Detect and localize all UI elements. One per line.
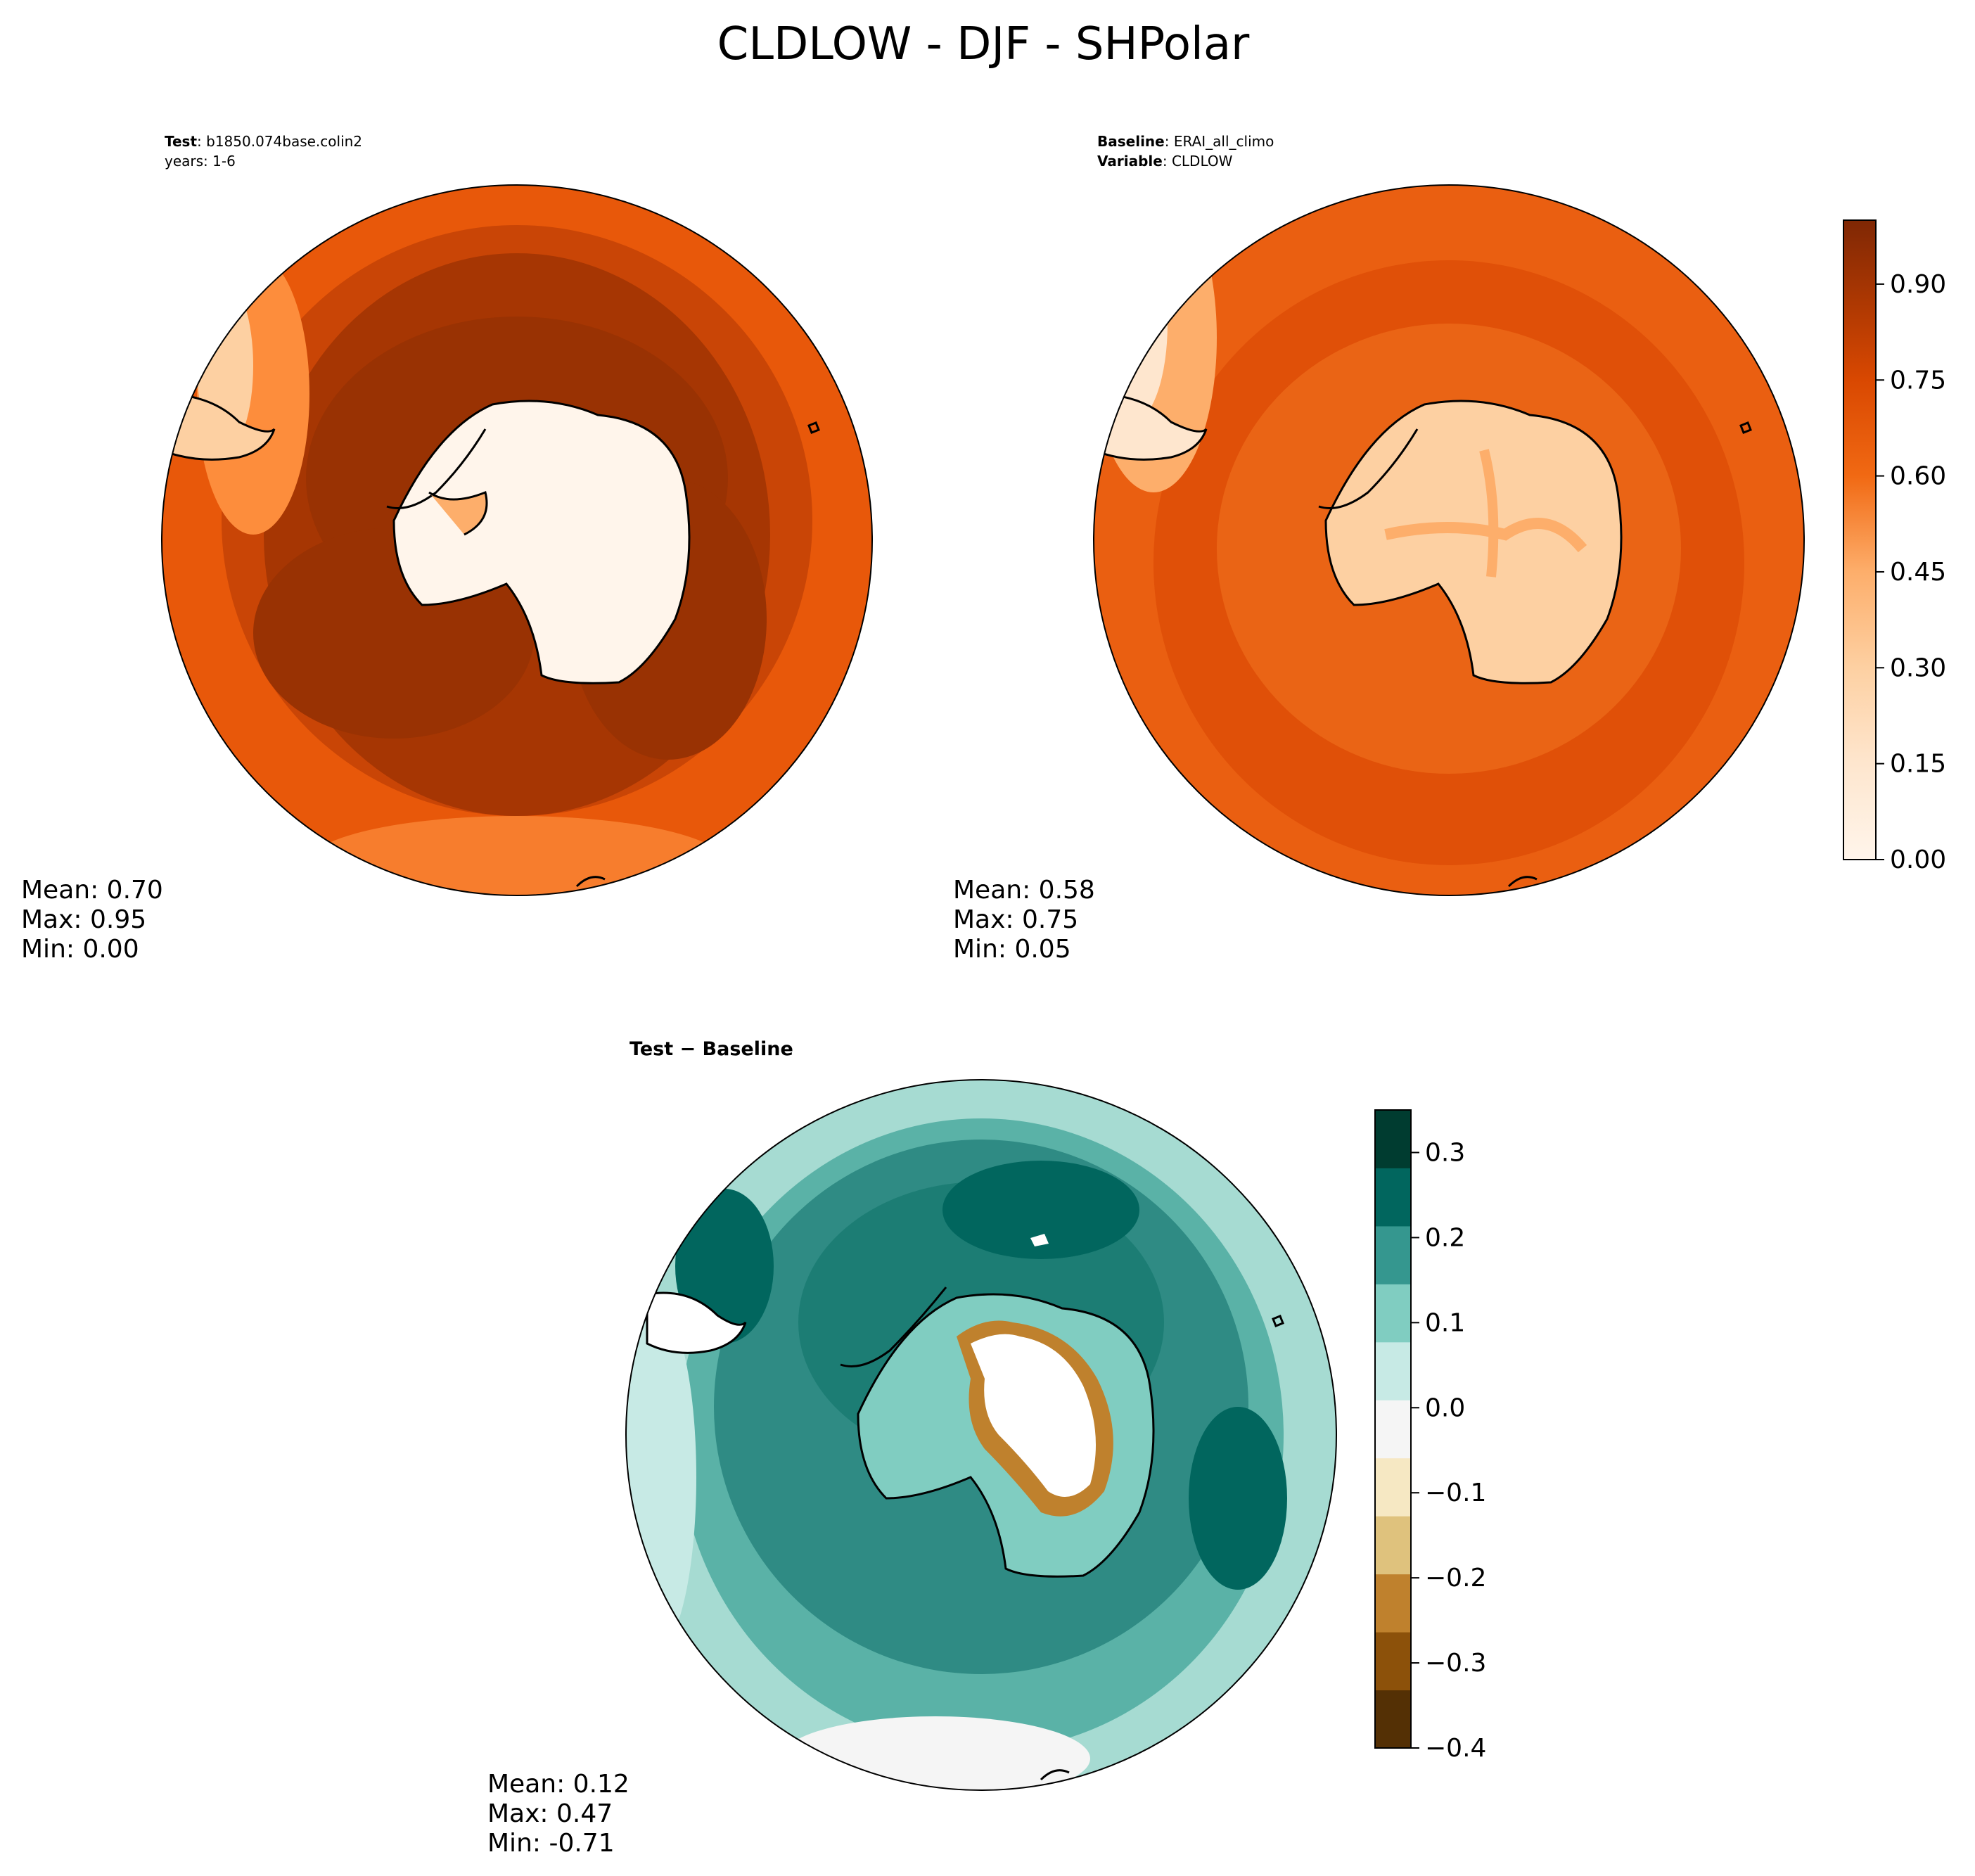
main-colorbar-tick-label: 0.60 <box>1890 462 1946 491</box>
test-stat-mean: Mean: 0.70 <box>21 876 163 905</box>
diff-colorbar-band <box>1375 1284 1411 1343</box>
diff-map <box>626 1080 1336 1790</box>
baseline-header: Baseline: ERAI_all_climo <box>1097 133 1274 150</box>
baseline-stat-max: Max: 0.75 <box>953 905 1078 934</box>
diff-colorbar-bands <box>1375 1110 1411 1749</box>
panel-baseline: Baseline: ERAI_all_climo Variable: CLDLO… <box>953 133 1805 964</box>
baseline-header-value2: CLDLOW <box>1172 153 1233 170</box>
diff-colorbar-band <box>1375 1168 1411 1227</box>
baseline-header-sep: : <box>1165 133 1174 150</box>
diff-colorbar-tick-label: −0.1 <box>1425 1479 1486 1507</box>
diff-colorbar-tick-label: −0.4 <box>1425 1734 1486 1763</box>
diff-colorbar: 0.3 0.2 0.1 0.0 −0.1 −0.2 −0.3 −0.4 <box>1374 1109 1486 1763</box>
main-colorbar-tick-label: 0.90 <box>1890 270 1946 299</box>
baseline-header-value: ERAI_all_climo <box>1174 133 1274 150</box>
diff-colorbar-tick-label: −0.2 <box>1425 1564 1486 1593</box>
main-colorbar-tick-label: 0.00 <box>1890 846 1946 874</box>
baseline-stat-min: Min: 0.05 <box>953 935 1071 964</box>
baseline-header-sep2: : <box>1163 153 1172 170</box>
panel-test: Test: b1850.074base.colin2 years: 1-6 Me… <box>21 133 873 964</box>
diff-colorbar-band <box>1375 1457 1411 1517</box>
diff-colorbar-band <box>1375 1632 1411 1691</box>
baseline-header-variable: Variable: CLDLOW <box>1097 153 1233 170</box>
diff-colorbar-band <box>1375 1400 1411 1459</box>
baseline-stat-mean: Mean: 0.58 <box>953 876 1095 905</box>
diff-colorbar-band <box>1375 1690 1411 1749</box>
test-header: Test: b1850.074base.colin2 <box>165 133 362 150</box>
test-header-value: b1850.074base.colin2 <box>206 133 362 150</box>
diff-stat-max: Max: 0.47 <box>487 1799 613 1828</box>
diff-colorbar-ticks: 0.3 0.2 0.1 0.0 −0.1 −0.2 −0.3 −0.4 <box>1411 1138 1486 1763</box>
test-header-years: years: 1-6 <box>165 153 236 170</box>
figure-title: CLDLOW - DJF - SHPolar <box>717 18 1250 70</box>
diff-stat-mean: Mean: 0.12 <box>487 1770 629 1799</box>
diff-colorbar-band <box>1375 1341 1411 1400</box>
panel-diff: Test − Baseline Mean: 0.12 Max: 0.47 Min… <box>487 1038 1337 1858</box>
diff-colorbar-tick-label: 0.3 <box>1425 1138 1465 1167</box>
diff-colorbar-frame <box>1374 1109 1412 1749</box>
diff-colorbar-band <box>1375 1225 1411 1284</box>
main-colorbar-tick-label: 0.75 <box>1890 366 1946 395</box>
baseline-header-label: Baseline <box>1097 133 1165 150</box>
diff-colorbar-tick-label: 0.2 <box>1425 1223 1465 1252</box>
main-colorbar-bar <box>1843 219 1877 860</box>
diff-colorbar-tick-label: −0.3 <box>1425 1649 1486 1678</box>
diff-colorbar-tick-label: 0.0 <box>1425 1393 1465 1422</box>
main-colorbar-tick-label: 0.45 <box>1890 558 1946 587</box>
main-colorbar-tick-label: 0.15 <box>1890 750 1946 779</box>
test-header-sep: : <box>197 133 206 150</box>
main-colorbar-tick-label: 0.30 <box>1890 653 1946 682</box>
main-colorbar-ticks: 0.00 0.15 0.30 0.45 0.60 0.75 0.90 <box>1876 270 1946 874</box>
main-colorbar: 0.00 0.15 0.30 0.45 0.60 0.75 0.90 <box>1843 219 1946 874</box>
test-map <box>162 185 872 895</box>
baseline-header-label2: Variable <box>1097 153 1163 170</box>
diff-colorbar-band <box>1375 1574 1411 1633</box>
test-stat-max: Max: 0.95 <box>21 905 146 934</box>
diff-stat-min: Min: -0.71 <box>487 1829 615 1858</box>
test-header-label: Test <box>165 133 197 150</box>
diff-colorbar-band <box>1375 1516 1411 1575</box>
diff-colorbar-band <box>1375 1110 1411 1168</box>
diff-colorbar-tick-label: 0.1 <box>1425 1308 1465 1337</box>
test-stat-min: Min: 0.00 <box>21 935 139 964</box>
diff-title: Test − Baseline <box>629 1038 793 1060</box>
